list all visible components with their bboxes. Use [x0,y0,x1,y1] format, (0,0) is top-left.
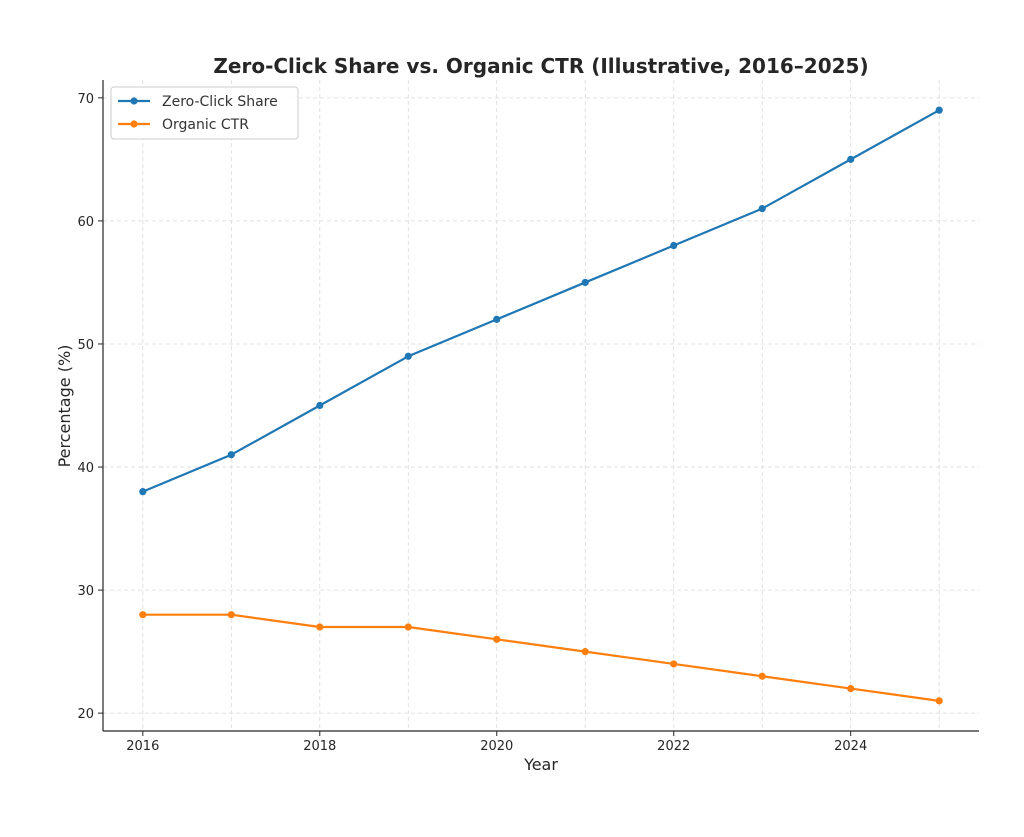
chart-title: Zero-Click Share vs. Organic CTR (Illust… [213,54,868,78]
legend-box [110,86,299,140]
series-line-zero-click-share [141,109,941,493]
data-point-organic-ctr [670,660,678,668]
data-point-organic-ctr [404,623,412,631]
x-tick-label: 2024 [834,739,867,754]
y-tick-label: 50 [77,338,94,353]
grid-lines [103,80,979,731]
data-point-zero-click-share [581,278,589,287]
data-point-zero-click-share [316,401,324,410]
y-tick-label: 70 [77,92,94,107]
x-tick-label: 2016 [126,739,159,754]
data-point-zero-click-share [758,205,766,213]
legend-label-organic-ctr: Organic CTR [162,117,249,133]
data-point-organic-ctr [847,684,855,693]
data-point-organic-ctr [935,697,943,705]
data-point-organic-ctr [139,611,147,619]
y-tick-label: 20 [77,707,94,722]
data-point-zero-click-share [493,315,501,323]
y-tick-label: 40 [77,461,94,476]
legend-swatch-marker-organic-ctr [130,120,138,128]
data-point-organic-ctr [493,635,501,643]
data-point-organic-ctr [316,623,324,631]
data-point-organic-ctr [227,611,235,619]
legend-swatch-marker-zero-click-share [130,97,138,105]
x-tick-label: 2022 [657,739,690,754]
data-point-zero-click-share [935,106,943,114]
y-tick-label: 30 [77,584,94,599]
data-point-organic-ctr [581,648,589,656]
data-point-zero-click-share [670,241,678,250]
x-axis-label: Year [523,755,558,774]
data-point-zero-click-share [404,352,412,360]
legend: Zero-Click Share Organic CTR [110,86,299,140]
data-point-zero-click-share [139,488,147,496]
axes [102,80,979,732]
series-line-organic-ctr [141,613,941,702]
legend-label-zero-click-share: Zero-Click Share [162,94,278,110]
x-tick-label: 2018 [303,739,336,754]
data-point-organic-ctr [758,672,766,680]
y-tick-label: 60 [77,215,94,230]
y-axis-label: Percentage (%) [55,345,74,468]
data-point-zero-click-share [847,155,855,163]
data-series [139,106,943,705]
x-tick-label: 2020 [480,739,513,754]
tick-labels: 2016 2018 2020 2022 2024 20 30 40 50 60 70 [77,92,867,754]
data-point-zero-click-share [227,451,235,459]
